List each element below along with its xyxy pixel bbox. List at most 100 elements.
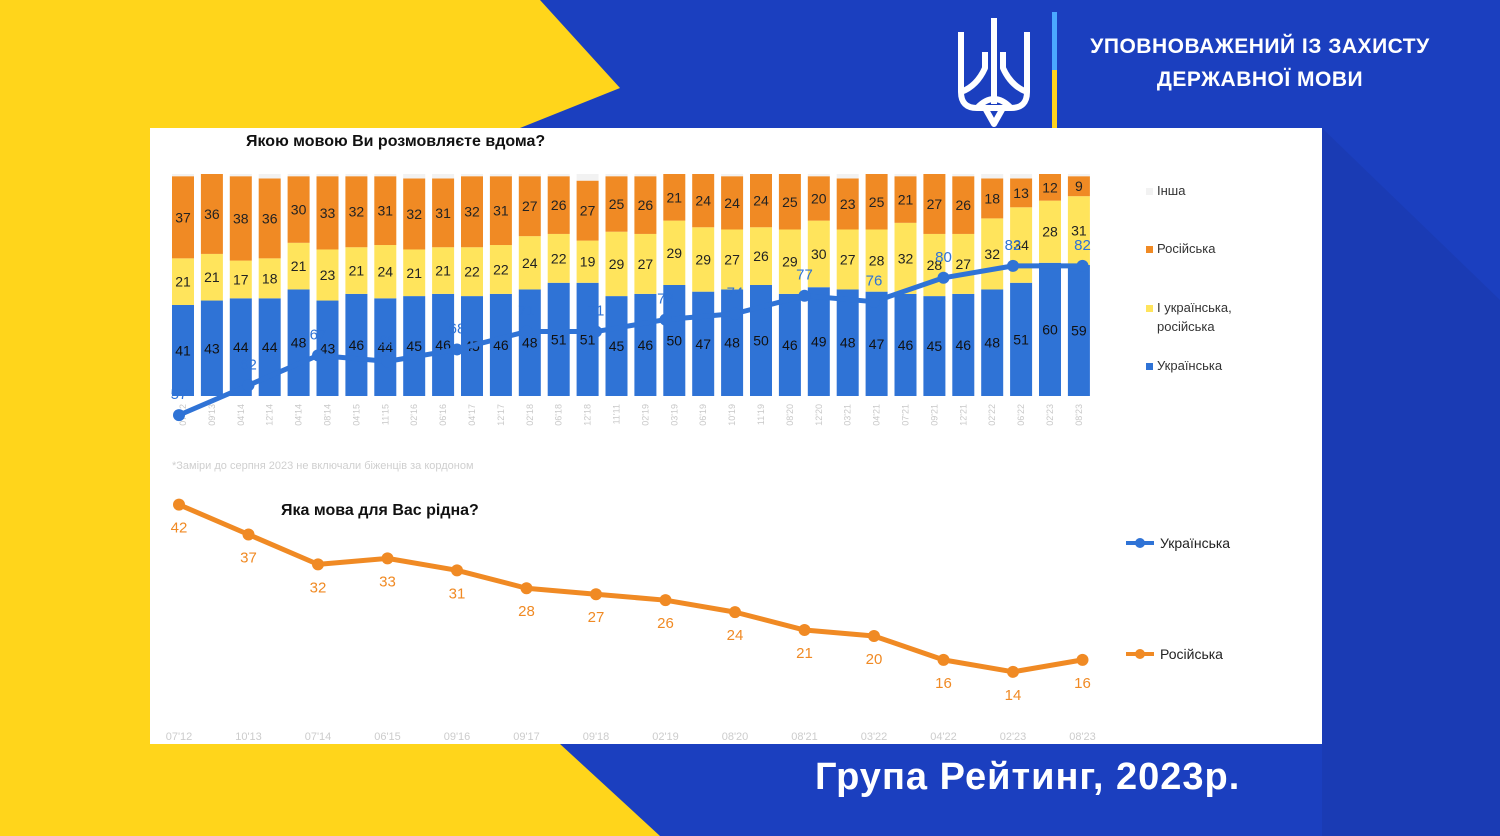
bar-value-label: 29 [667, 245, 683, 261]
bar-value-label: 48 [291, 335, 307, 351]
bar-value-label: 50 [753, 333, 769, 349]
bar-x-tick-label: 04'14 [236, 404, 246, 426]
bar-segment [865, 291, 888, 396]
bar-value-label: 21 [349, 263, 365, 279]
bar-value-label: 45 [927, 338, 943, 354]
bar-value-label: 22 [493, 261, 509, 277]
bar-segment [1010, 178, 1033, 208]
header-title-line1: УПОВНОВАЖЕНИЙ ІЗ ЗАХИСТУ [1090, 35, 1430, 58]
bar-value-label: 41 [175, 342, 191, 358]
line-value-label: 31 [449, 585, 466, 602]
line-value-label: 21 [796, 645, 813, 662]
bar-segment [518, 174, 541, 177]
bar-segment [518, 236, 541, 290]
bar-value-label: 31 [1071, 223, 1087, 239]
bar-segment [663, 220, 686, 285]
bar-x-tick-label: 08'20 [785, 404, 795, 426]
bar-segment [1039, 174, 1061, 201]
bar-value-label: 21 [175, 274, 191, 290]
line-value-label: 77 [796, 267, 813, 284]
bar-segment [316, 176, 339, 250]
bar-segment [172, 174, 194, 177]
bar-segment [547, 174, 570, 177]
bar-value-label: 34 [1013, 237, 1029, 253]
bar-value-label: 28 [869, 253, 885, 269]
bar-x-tick-label: 03'21 [843, 404, 853, 426]
bar-value-label: 32 [898, 250, 914, 266]
bar-segment [316, 249, 339, 301]
charts: Якою мовою Ви розмовляєте вдома? 41 21 37 07… [166, 133, 1232, 743]
legend-label: Інша [1157, 183, 1186, 198]
bar-value-label: 29 [695, 251, 711, 267]
line-x-tick-label: 02'19 [652, 731, 679, 743]
legend-swatch [1146, 246, 1153, 253]
bar-x-tick-label: 04'17 [467, 404, 477, 426]
legend-swatch [1146, 305, 1153, 312]
legend-marker [1135, 538, 1145, 548]
bar-value-label: 29 [609, 256, 625, 272]
line-point [312, 558, 324, 571]
bar-segment [461, 247, 483, 297]
legend-marker [1135, 649, 1145, 659]
bar-value-label: 27 [724, 251, 740, 267]
line-x-tick-label: 09'18 [583, 731, 610, 743]
bar-segment [1067, 174, 1090, 177]
bar-value-label: 24 [522, 255, 538, 271]
bar-value-label: 26 [638, 197, 654, 213]
bar-segment [807, 220, 830, 288]
bar-value-label: 45 [609, 338, 625, 354]
bar-segment [721, 229, 744, 290]
line-value-label: 68 [449, 320, 466, 337]
line-value-label: 80 [935, 249, 952, 266]
bar-x-tick-label: 02'22 [987, 404, 997, 426]
line-point [1076, 653, 1089, 666]
bar-segment [374, 245, 397, 299]
bar-segment [1039, 200, 1061, 263]
bar-x-tick-label: 04'15 [351, 404, 361, 426]
bar-value-label: 27 [580, 203, 596, 219]
line-value-label: 57 [171, 386, 188, 403]
bar-segment [229, 176, 252, 261]
bar-segment [374, 298, 397, 396]
bar-value-label: 24 [695, 193, 711, 209]
line-value-label: 71 [518, 303, 535, 320]
line-point [242, 528, 255, 541]
bar-value-label: 48 [840, 335, 856, 351]
bar-segment [287, 174, 310, 177]
bar-segment [229, 298, 252, 396]
bar-x-tick-label: 12'14 [265, 404, 275, 426]
bar-value-label: 19 [580, 254, 596, 270]
bar-segment [836, 229, 859, 290]
bar-value-label: 46 [898, 337, 914, 353]
line-value-label: 66 [379, 332, 396, 349]
line-point [381, 552, 394, 565]
bar-segment [836, 289, 859, 396]
bar-value-label: 43 [320, 340, 336, 356]
line-point [868, 630, 880, 642]
bar-x-tick-label: 06'19 [698, 404, 708, 426]
bar-segment [432, 247, 455, 294]
bar-segment [403, 178, 426, 250]
line-x-tick-label: 08'23 [1069, 731, 1096, 743]
line-value-label: 82 [1005, 237, 1022, 254]
bar-value-label: 24 [724, 195, 740, 211]
bar-value-label: 36 [204, 206, 220, 222]
bar-value-label: 32 [464, 204, 480, 220]
legend-label: російська [1157, 319, 1215, 334]
bar-segment [432, 178, 455, 248]
bar-x-tick-label: 08'14 [323, 404, 333, 426]
bar-segment [1010, 282, 1033, 396]
bar-segment [692, 227, 715, 292]
bar-segment [721, 174, 744, 177]
bar-value-label: 59 [1071, 323, 1087, 339]
bar-segment [605, 231, 628, 297]
line-x-tick-label: 06'15 [374, 731, 401, 743]
bar-segment [605, 174, 628, 177]
bar-value-label: 32 [349, 204, 365, 220]
bar-segment [836, 178, 859, 230]
header-title-line2: ДЕРЖАВНОЇ МОВИ [1156, 68, 1364, 91]
bar-value-label: 38 [233, 210, 249, 226]
bar-value-label: 46 [638, 337, 654, 353]
bar-x-tick-label: 12'18 [583, 404, 593, 426]
bar-segment [836, 174, 859, 179]
